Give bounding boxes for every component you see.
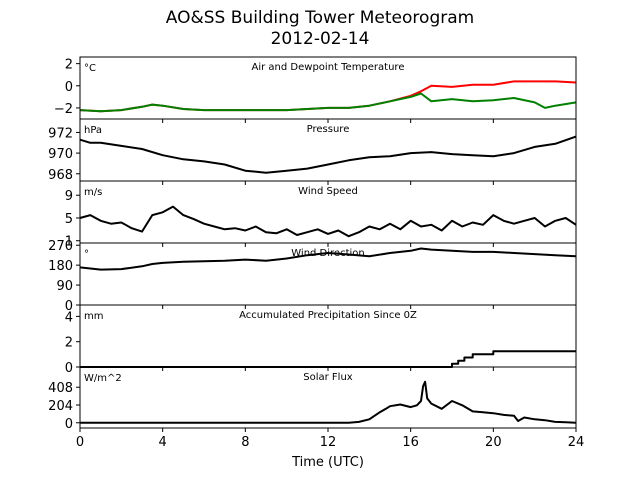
panel-2-ytick-label-0: 9 (65, 189, 73, 204)
xtick-label-4: 16 (402, 435, 419, 450)
panel-0-title: Air and Dewpoint Temperature (252, 62, 405, 73)
panel-5-ytick-label-0: 408 (48, 381, 73, 396)
panel-1-ytick-label-2: 968 (48, 168, 73, 183)
panel-2-ytick-label-1: 5 (65, 212, 73, 227)
panel-5-unit-label: W/m^2 (84, 373, 122, 384)
panel-2-title: Wind Speed (298, 186, 358, 197)
figure-title: AO&SS Building Tower Meteorogram (165, 8, 475, 28)
panel-4-title: Accumulated Precipitation Since 0Z (239, 310, 417, 321)
panel-0-series-1-line (79, 92, 577, 113)
panel-3-ytick-label-2: 90 (56, 279, 73, 294)
panel-4-ytick-label-0: 4 (65, 310, 73, 325)
panel-3-series-0-line (79, 247, 577, 271)
panel-1-unit-label: hPa (84, 125, 102, 136)
xtick-label-2: 8 (241, 435, 249, 450)
panel-5-series-0-line (80, 380, 577, 424)
panel-4-series-0-line (80, 350, 576, 368)
panel-4-unit-label: mm (84, 311, 103, 322)
panel-3-unit-label: ° (84, 249, 89, 260)
xtick-label-1: 4 (159, 435, 167, 450)
panel-0-ytick-label-0: 2 (65, 58, 73, 73)
panel-0-ytick-label-1: 0 (65, 80, 73, 95)
panel-5-ytick-label-1: 204 (48, 399, 73, 414)
panel-0-ytick-label-2: −2 (54, 102, 73, 117)
panel-1-ytick-label-1: 970 (48, 147, 73, 162)
xtick-label-0: 0 (76, 435, 84, 450)
panel-2-ytick-label-2: 1 (65, 235, 73, 250)
x-axis-label: Time (UTC) (291, 455, 364, 470)
panel-3-ytick-label-3: 0 (65, 299, 73, 314)
panel-1-title: Pressure (307, 124, 350, 135)
panel-0-series-0-line (79, 80, 577, 113)
xtick-label-6: 24 (568, 435, 585, 450)
panel-5-title: Solar Flux (303, 372, 353, 383)
panel-3-ytick-label-0: 270 (48, 239, 73, 254)
panel-3-ytick-label-1: 180 (48, 259, 73, 274)
panel-4-ytick-label-1: 2 (65, 336, 73, 351)
panel-5-ytick-label-2: 0 (65, 417, 73, 432)
panel-1-series-0-line (79, 135, 577, 174)
xtick-label-3: 12 (320, 435, 337, 450)
figure-date: 2012-02-14 (270, 29, 370, 49)
panel-2-series-0-line (79, 205, 577, 238)
panel-0-unit-label: °C (84, 63, 96, 74)
panel-3-title: Wind Direction (291, 248, 365, 259)
panel-4-ytick-label-2: 0 (65, 361, 73, 376)
xtick-label-5: 20 (485, 435, 502, 450)
panel-1-ytick-label-0: 972 (48, 126, 73, 141)
panel-2-unit-label: m/s (84, 187, 102, 198)
